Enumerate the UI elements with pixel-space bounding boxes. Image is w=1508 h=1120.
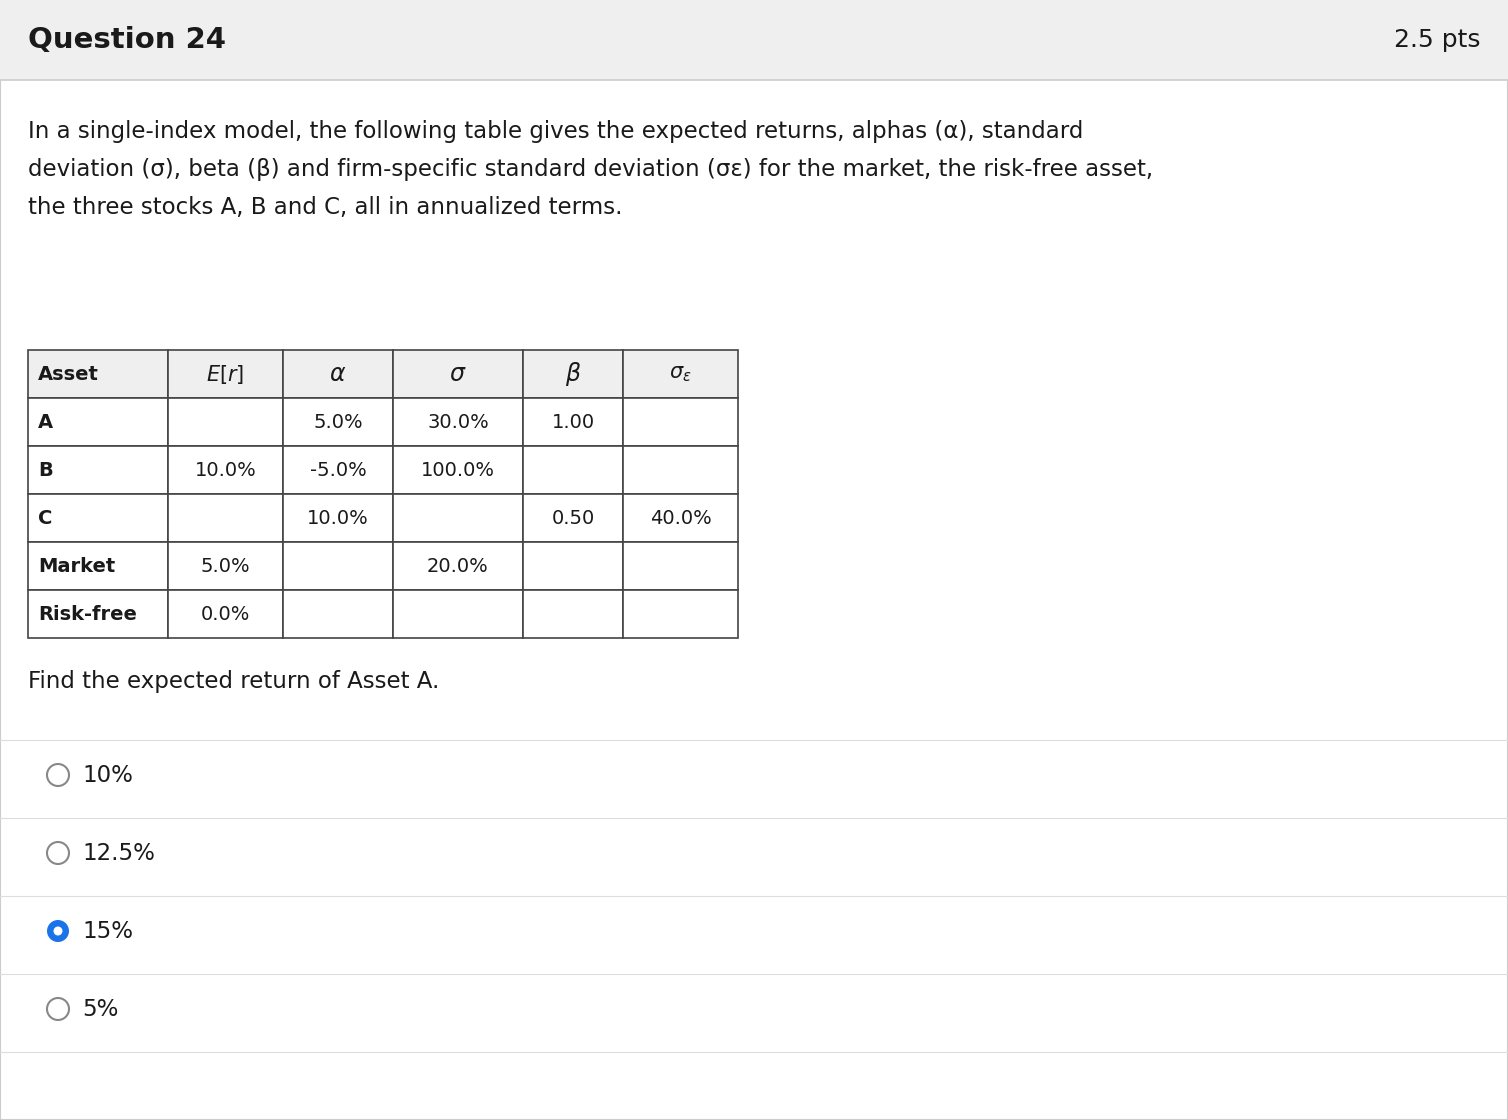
Text: B: B [38, 460, 53, 479]
Text: -5.0%: -5.0% [309, 460, 366, 479]
Text: $E\left[r\right]$: $E\left[r\right]$ [207, 363, 244, 385]
Text: $\sigma_\epsilon$: $\sigma_\epsilon$ [670, 364, 692, 384]
Bar [167, 494, 284, 542]
Text: 10.0%: 10.0% [195, 460, 256, 479]
Text: Asset: Asset [38, 364, 100, 383]
Bar [284, 446, 394, 494]
Bar [623, 398, 737, 446]
Text: 5.0%: 5.0% [314, 412, 363, 431]
Circle shape [53, 926, 62, 935]
Bar [29, 590, 167, 638]
Bar [523, 590, 623, 638]
Bar [284, 349, 394, 398]
Bar [167, 590, 284, 638]
Bar [167, 446, 284, 494]
Text: $\alpha$: $\alpha$ [329, 362, 347, 386]
Bar [29, 542, 167, 590]
Text: 1.00: 1.00 [552, 412, 594, 431]
Bar [623, 446, 737, 494]
Circle shape [47, 842, 69, 864]
Text: Risk-free: Risk-free [38, 605, 137, 624]
Circle shape [47, 920, 69, 942]
Bar [623, 349, 737, 398]
Text: A: A [38, 412, 53, 431]
Text: 5%: 5% [81, 998, 118, 1020]
Bar [29, 446, 167, 494]
Text: 40.0%: 40.0% [650, 508, 712, 528]
Text: $\sigma$: $\sigma$ [449, 362, 467, 386]
Bar [0, 0, 1508, 80]
Text: Find the expected return of Asset A.: Find the expected return of Asset A. [29, 670, 439, 693]
Bar [523, 349, 623, 398]
Text: Market: Market [38, 557, 115, 576]
Text: In a single-index model, the following table gives the expected returns, alphas : In a single-index model, the following t… [29, 120, 1083, 143]
Bar [523, 398, 623, 446]
Bar [29, 349, 167, 398]
Text: Question 24: Question 24 [29, 26, 226, 54]
Bar [167, 542, 284, 590]
Text: 20.0%: 20.0% [427, 557, 489, 576]
Text: 12.5%: 12.5% [81, 841, 155, 865]
Bar [394, 349, 523, 398]
Circle shape [47, 998, 69, 1020]
Bar [623, 494, 737, 542]
Text: 10.0%: 10.0% [308, 508, 369, 528]
Text: 0.50: 0.50 [552, 508, 594, 528]
Text: 10%: 10% [81, 764, 133, 786]
Bar [394, 494, 523, 542]
Bar [394, 542, 523, 590]
Bar [284, 494, 394, 542]
Bar [284, 542, 394, 590]
Bar [394, 398, 523, 446]
Circle shape [47, 764, 69, 786]
Bar [523, 494, 623, 542]
Bar [523, 446, 623, 494]
Text: 5.0%: 5.0% [201, 557, 250, 576]
Text: the three stocks A, B and C, all in annualized terms.: the three stocks A, B and C, all in annu… [29, 196, 623, 220]
Bar [394, 446, 523, 494]
Text: 15%: 15% [81, 920, 133, 943]
Text: deviation (σ), beta (β) and firm-specific standard deviation (σε) for the market: deviation (σ), beta (β) and firm-specifi… [29, 158, 1154, 181]
Bar [167, 349, 284, 398]
Text: 100.0%: 100.0% [421, 460, 495, 479]
Text: 30.0%: 30.0% [427, 412, 489, 431]
Bar [284, 398, 394, 446]
Bar [284, 590, 394, 638]
Bar [394, 590, 523, 638]
Bar [623, 542, 737, 590]
Text: $\beta$: $\beta$ [566, 360, 581, 388]
Bar [29, 494, 167, 542]
Bar [167, 398, 284, 446]
Text: C: C [38, 508, 53, 528]
Text: 0.0%: 0.0% [201, 605, 250, 624]
Bar [623, 590, 737, 638]
Bar [29, 398, 167, 446]
Text: 2.5 pts: 2.5 pts [1393, 28, 1479, 52]
Bar [523, 542, 623, 590]
